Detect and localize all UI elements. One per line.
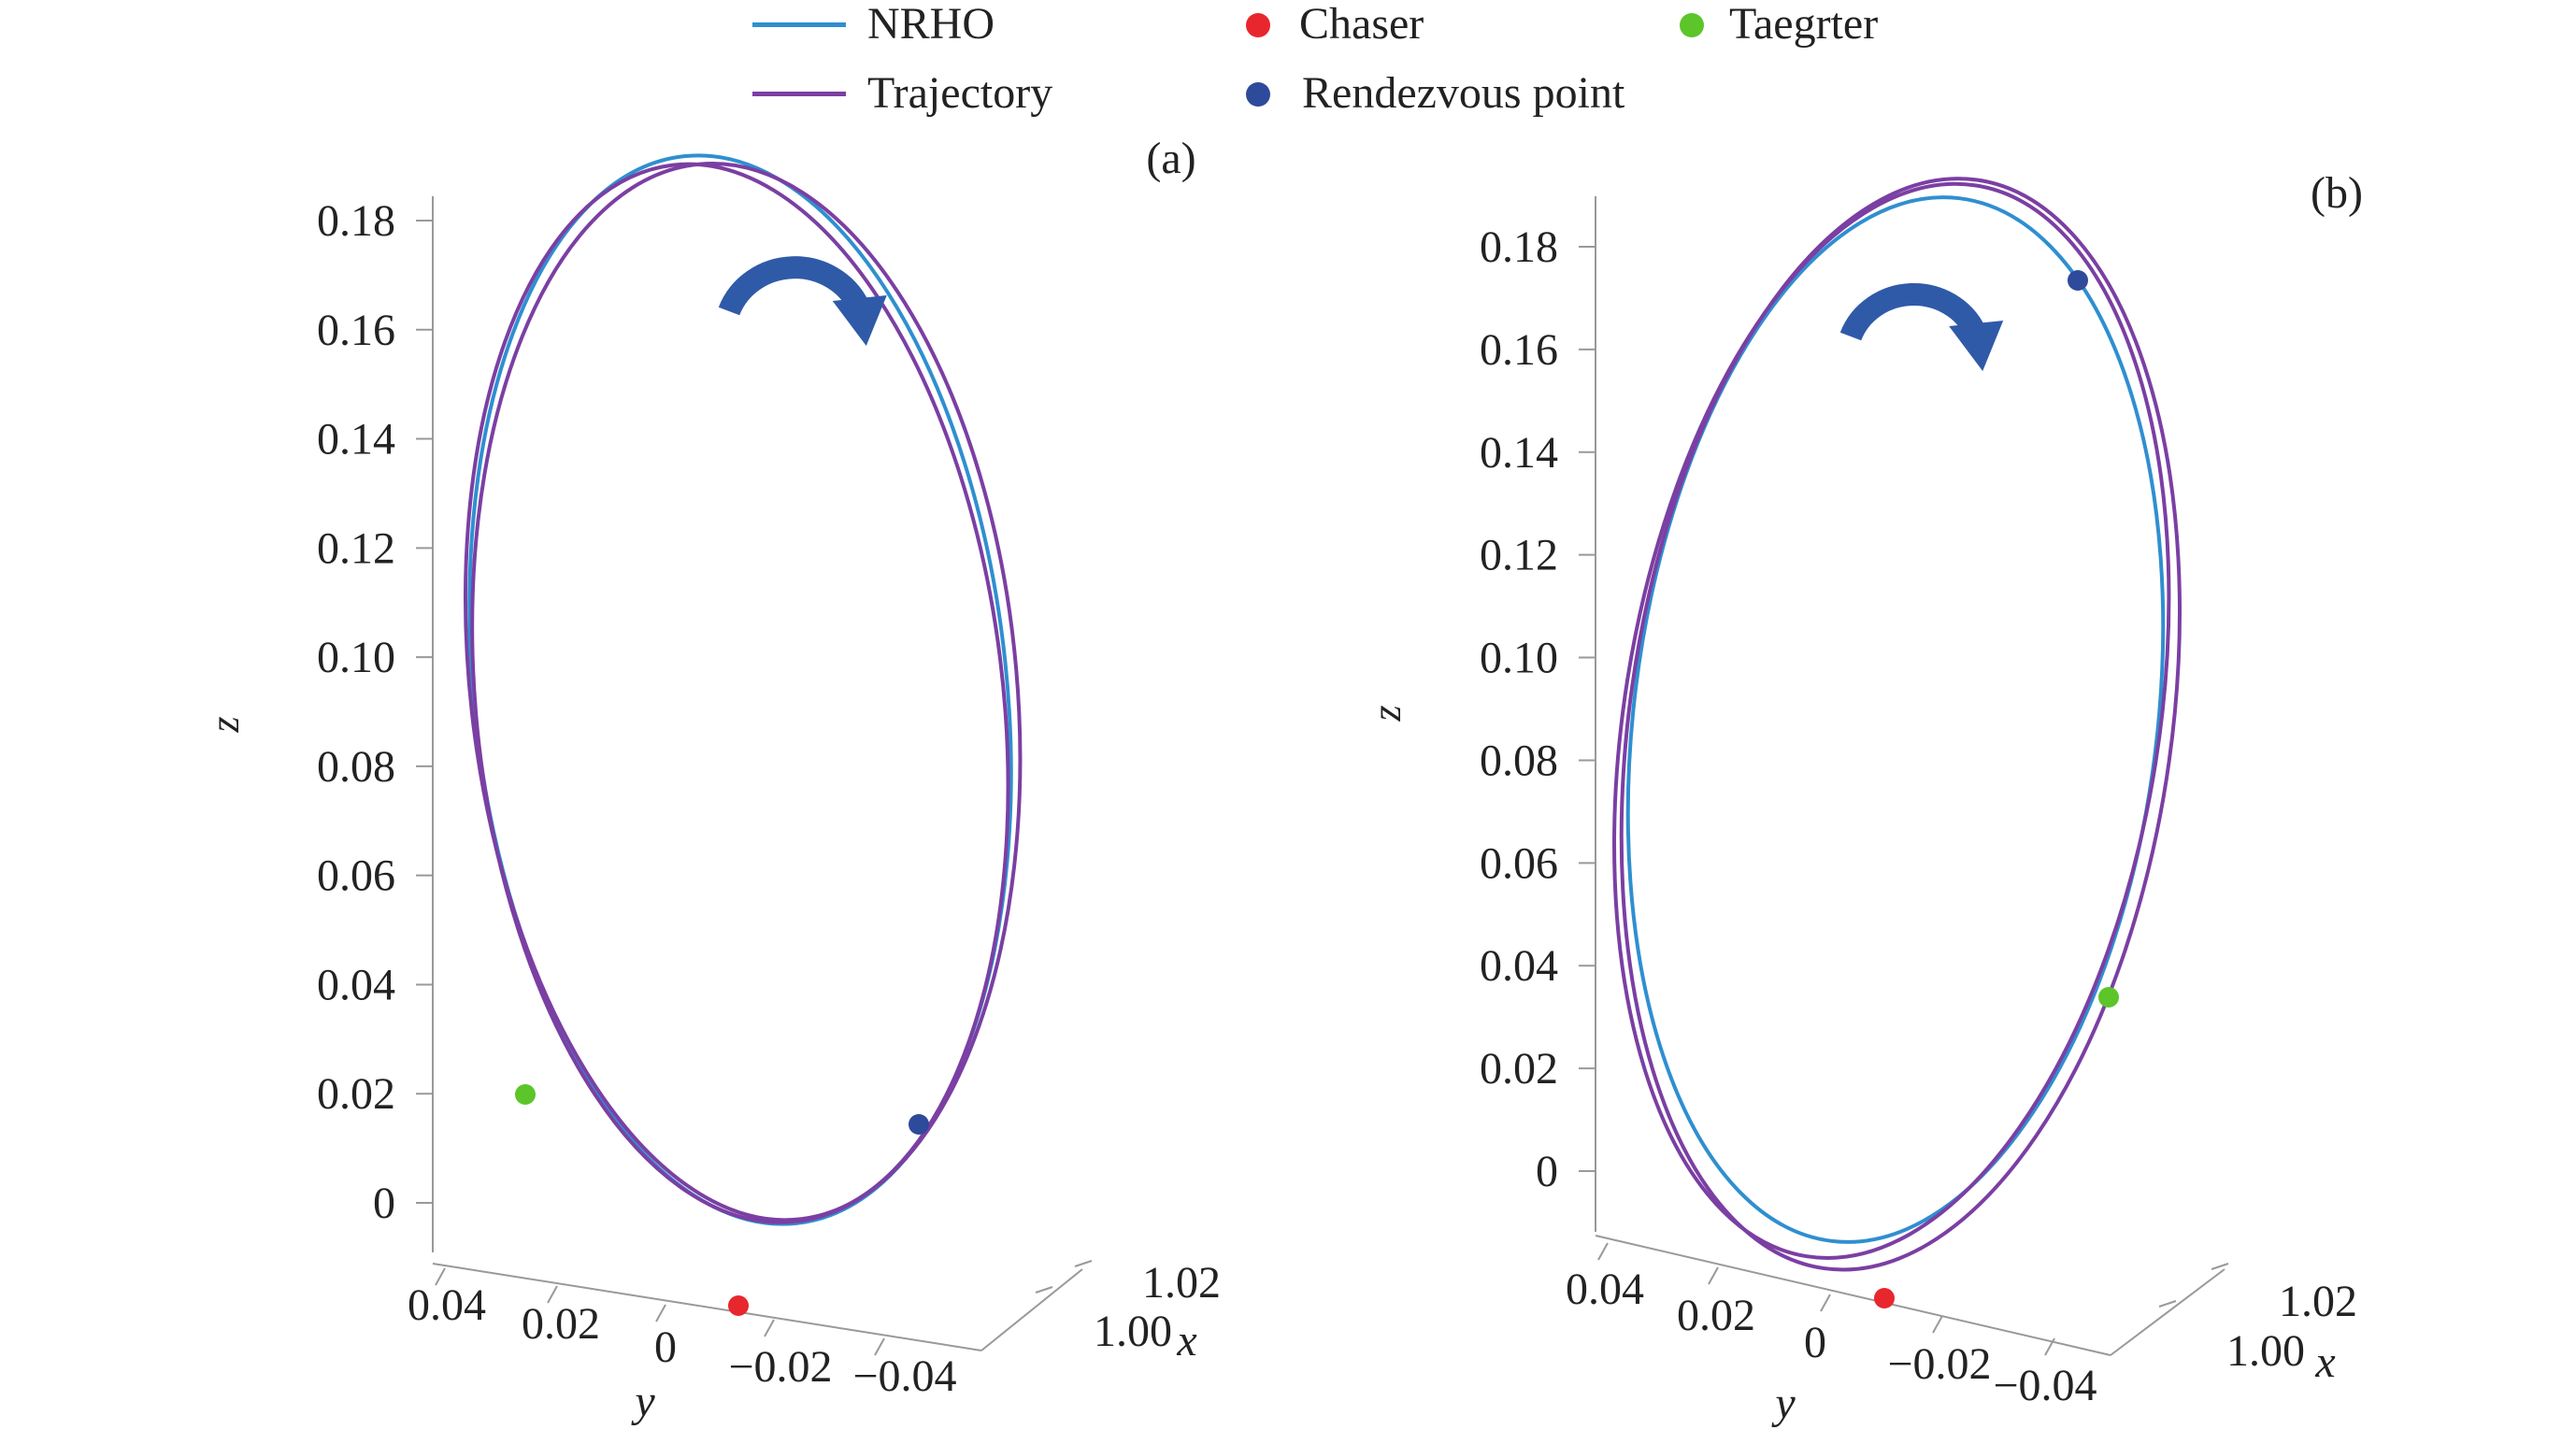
z-axis-label: z bbox=[202, 716, 248, 733]
y-tick bbox=[1597, 1242, 1609, 1261]
z-tick-label: 0.06 bbox=[1480, 838, 1558, 888]
z-tick-label: 0.14 bbox=[1480, 428, 1558, 478]
chaser-point bbox=[728, 1295, 749, 1316]
z-tick-label: 0.02 bbox=[317, 1069, 395, 1119]
legend-trajectory-swatch bbox=[752, 92, 846, 96]
z-tick-label: 0.18 bbox=[1480, 222, 1558, 272]
direction-arrow-icon bbox=[1839, 282, 1986, 341]
legend-rendezvous-marker bbox=[1246, 82, 1270, 107]
series-trajectory-line-rev bbox=[464, 162, 1010, 1222]
y-tick bbox=[435, 1267, 446, 1286]
z-tick-label: 0.10 bbox=[317, 633, 395, 682]
z-tick-label: 0.16 bbox=[1480, 325, 1558, 375]
legend-nrho-swatch bbox=[752, 22, 846, 27]
y-tick-label: −0.02 bbox=[728, 1342, 832, 1392]
z-tick-label: 0.06 bbox=[317, 851, 395, 901]
y-tick-label: −0.04 bbox=[852, 1351, 956, 1401]
x-axis-label: x bbox=[1176, 1316, 1196, 1365]
x-tick bbox=[1035, 1286, 1053, 1294]
y-axis-label: y bbox=[1770, 1379, 1796, 1428]
y-tick bbox=[764, 1319, 775, 1337]
legend: NRHO Trajectory Chaser Rendezvous point … bbox=[0, 0, 2576, 131]
series-nrho-line bbox=[1625, 195, 2166, 1244]
direction-arrowhead-icon bbox=[832, 295, 887, 346]
chaser-point bbox=[1874, 1288, 1895, 1308]
legend-nrho-label: NRHO bbox=[867, 0, 995, 49]
panel-label: (b) bbox=[2311, 168, 2363, 218]
target-point bbox=[515, 1084, 536, 1105]
y-tick-label: 0 bbox=[1804, 1318, 1826, 1367]
x-tick-label: 1.02 bbox=[2279, 1277, 2357, 1326]
z-tick-label: 0.08 bbox=[1480, 736, 1558, 785]
series-trajectory-line-rev bbox=[1612, 181, 2171, 1260]
series-trajectory-line bbox=[1619, 177, 2182, 1272]
x-axis-line bbox=[980, 1268, 1083, 1351]
target-point bbox=[2098, 987, 2119, 1008]
y-tick-label: −0.02 bbox=[1887, 1339, 1991, 1389]
x-tick bbox=[2211, 1263, 2229, 1270]
y-tick-label: 0.02 bbox=[522, 1299, 600, 1349]
y-tick bbox=[874, 1337, 885, 1356]
x-tick-label: 1.02 bbox=[1142, 1258, 1221, 1308]
y-tick bbox=[2044, 1337, 2055, 1356]
z-tick-label: 0.18 bbox=[317, 196, 395, 246]
legend-target-marker bbox=[1680, 13, 1704, 37]
rendezvous-point bbox=[909, 1114, 929, 1135]
z-tick-label: 0.12 bbox=[317, 523, 395, 573]
y-axis-label: y bbox=[630, 1377, 655, 1426]
y-tick bbox=[547, 1285, 558, 1304]
legend-trajectory-label: Trajectory bbox=[867, 68, 1053, 118]
y-tick bbox=[1820, 1294, 1831, 1312]
z-axis-label: z bbox=[1364, 705, 1410, 722]
legend-target-label: Taegrter bbox=[1729, 0, 1879, 49]
z-tick-label: 0.04 bbox=[1480, 941, 1558, 991]
y-tick-label: 0.02 bbox=[1677, 1291, 1755, 1340]
x-axis-label: x bbox=[2314, 1337, 2335, 1387]
legend-chaser-marker bbox=[1246, 13, 1270, 37]
y-tick bbox=[1932, 1315, 1943, 1334]
direction-arrowhead-icon bbox=[1949, 321, 2004, 371]
z-tick-label: 0.04 bbox=[317, 960, 395, 1009]
z-tick-label: 0 bbox=[373, 1179, 395, 1228]
x-tick-label: 1.00 bbox=[2226, 1326, 2305, 1376]
rendezvous-point bbox=[2068, 270, 2088, 291]
z-tick-label: 0.14 bbox=[317, 415, 395, 465]
z-tick-label: 0 bbox=[1536, 1147, 1558, 1196]
x-tick-label: 1.00 bbox=[1094, 1307, 1172, 1356]
legend-rendezvous-label: Rendezvous point bbox=[1302, 68, 1625, 118]
chart-panel-b: 0 0.02 0.04 0.06 0.08 0.10 0.12 0.14 0.16 0.18 0.0… bbox=[1364, 168, 2363, 1428]
panel-label: (a) bbox=[1146, 134, 1195, 183]
direction-arrow-icon bbox=[718, 256, 869, 316]
x-tick bbox=[2158, 1300, 2177, 1308]
y-tick-label: 0.04 bbox=[408, 1280, 486, 1330]
x-axis-line bbox=[2110, 1268, 2225, 1356]
z-tick-label: 0.12 bbox=[1480, 531, 1558, 580]
y-axis-line bbox=[432, 1263, 982, 1351]
y-tick-label: 0.04 bbox=[1566, 1265, 1644, 1314]
y-tick bbox=[655, 1304, 666, 1322]
legend-chaser-label: Chaser bbox=[1299, 0, 1424, 49]
z-tick-label: 0.08 bbox=[317, 742, 395, 792]
z-tick-label: 0.10 bbox=[1480, 634, 1558, 683]
y-tick-label: 0 bbox=[654, 1322, 677, 1372]
z-tick-label: 0.02 bbox=[1480, 1044, 1558, 1094]
y-tick-label: −0.04 bbox=[1993, 1361, 2097, 1410]
chart-panel-a: 0 0.02 0.04 0.06 0.08 0.10 0.12 0.14 0.16 0.18 0.0… bbox=[202, 134, 1221, 1426]
z-tick-label: 0.16 bbox=[317, 306, 395, 355]
x-tick bbox=[1074, 1260, 1093, 1267]
y-axis-line bbox=[1595, 1235, 2111, 1356]
y-tick bbox=[1708, 1266, 1719, 1285]
